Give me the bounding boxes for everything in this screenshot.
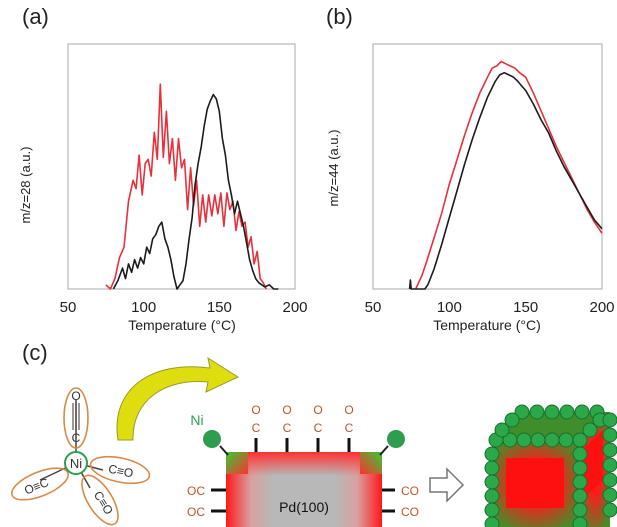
yellow-curved-arrow xyxy=(116,356,240,441)
ni-shell-atom xyxy=(544,404,560,420)
panel-c-label: (c) xyxy=(22,340,48,365)
panel-c-schematic: (c) O C O≡C C≡O C≡O Ni xyxy=(11,340,617,527)
cube-front-core xyxy=(506,458,564,508)
ni-shell-atom xyxy=(574,404,590,420)
ni-center-label: Ni xyxy=(70,456,82,471)
carbonyl-o-label: O xyxy=(71,389,80,403)
series-line-1 xyxy=(414,60,603,290)
x-tick-label-100: 100 xyxy=(131,299,156,316)
ni-corner-right xyxy=(360,452,382,474)
panel-b-chart: (b) m/z=44 (a.u.) 50 100 150 200 Temperatur… xyxy=(326,4,615,333)
carbonyl-c-label: C xyxy=(72,431,81,445)
ligand-ring-left xyxy=(11,467,69,501)
panel-b-ylabel: m/z=44 (a.u.) xyxy=(326,130,341,207)
ni-shell-atom xyxy=(494,422,510,438)
svg-text:O: O xyxy=(313,403,322,417)
ni-shell-atom xyxy=(516,432,532,448)
panel-a-series xyxy=(105,83,279,290)
ni-shell-atom xyxy=(559,404,575,420)
svg-text:C: C xyxy=(252,421,261,435)
side-co-left-1: OC xyxy=(187,484,205,498)
top-co-column-2: O C xyxy=(282,403,292,452)
ni-shell-atom xyxy=(484,502,500,518)
top-co-column-3: O C xyxy=(313,403,323,452)
svg-text:C: C xyxy=(345,421,354,435)
svg-text:C: C xyxy=(314,421,323,435)
x-tick-label-50: 50 xyxy=(60,299,77,316)
panel-b-xlabel: Temperature (°C) xyxy=(433,317,541,333)
ni-shell-atom xyxy=(558,432,574,448)
svg-text:O: O xyxy=(344,403,353,417)
panel-a-label: (a) xyxy=(22,4,49,29)
panel-b-frame xyxy=(372,43,603,290)
panel-b-series xyxy=(408,60,603,290)
panel-a-frame xyxy=(67,43,296,290)
pd-ni-cube xyxy=(484,404,617,527)
ni-shell-atom xyxy=(572,488,588,504)
ni-center-atom xyxy=(64,451,88,475)
ni-shell-atom xyxy=(504,412,520,428)
side-co-right-2: CO xyxy=(401,505,419,519)
ni-adatom-left xyxy=(203,430,221,448)
series-line-1 xyxy=(105,83,267,290)
ni-shell-atom xyxy=(530,432,546,448)
top-co-column-4: O C xyxy=(344,403,354,452)
series-line-2 xyxy=(112,93,279,290)
x-tick-label-200: 200 xyxy=(589,299,614,316)
ni-shell-atom xyxy=(484,488,500,504)
ni-shell-atom xyxy=(572,502,588,518)
ni-shell-atom xyxy=(484,474,500,490)
panel-a-ylabel: m/z=28 (a.u.) xyxy=(18,147,33,224)
ligand-ring-bottom xyxy=(81,474,119,526)
ni-shell-atom xyxy=(572,474,588,490)
svg-text:C: C xyxy=(283,421,292,435)
ni-adatom-right xyxy=(387,430,405,448)
side-co-right-1: CO xyxy=(401,484,419,498)
svg-text:O: O xyxy=(282,403,291,417)
ni-atom-label: Ni xyxy=(190,412,203,428)
x-tick-label-100: 100 xyxy=(437,299,462,316)
cube-side-core xyxy=(584,430,603,498)
ni-shell-atom xyxy=(514,404,530,420)
svg-text:O: O xyxy=(251,403,260,417)
ni-shell-atom xyxy=(572,446,588,462)
panel-a-chart: (a) m/z=28 (a.u.) 50 100 150 200 Temperatur… xyxy=(18,4,308,333)
outline-arrow-icon xyxy=(429,467,465,503)
top-co-column-1: O C xyxy=(251,403,261,452)
x-tick-label-200: 200 xyxy=(282,299,307,316)
pd-slab: Pd(100) Ni O C O C O C xyxy=(187,403,419,527)
side-co-left-2: OC xyxy=(187,505,205,519)
panel-b-label: (b) xyxy=(326,4,353,29)
panel-b-xticks: 50 100 150 200 xyxy=(365,299,615,316)
series-line-2 xyxy=(408,71,603,290)
ni-shell-atom xyxy=(544,432,560,448)
x-tick-label-150: 150 xyxy=(207,299,232,316)
ni-shell-atom xyxy=(602,487,617,503)
ni-shell-atom xyxy=(602,427,617,443)
x-tick-label-150: 150 xyxy=(513,299,538,316)
ligand-right-label: C≡O xyxy=(107,462,134,481)
ni-shell-atom xyxy=(484,516,500,527)
ligand-ring-top xyxy=(63,387,89,449)
ni-shell-atom xyxy=(572,516,588,527)
ni-shell-atom xyxy=(602,442,617,458)
ni-shell-atom xyxy=(572,460,588,476)
ni-shell-atom xyxy=(602,472,617,488)
ni-shell-atom xyxy=(602,412,617,428)
panel-a-xlabel: Temperature (°C) xyxy=(128,317,236,333)
cube-ni-atoms xyxy=(484,404,617,527)
ligand-ring-right xyxy=(89,455,151,485)
ni-corner-left xyxy=(226,452,248,474)
x-tick-label-50: 50 xyxy=(365,299,382,316)
ni-shell-atom xyxy=(484,446,500,462)
ni-shell-atom xyxy=(529,404,545,420)
pd-surface-label: Pd(100) xyxy=(279,499,329,515)
ni-shell-atom xyxy=(602,457,617,473)
ni-shell-atom xyxy=(484,460,500,476)
panel-a-xticks: 50 100 150 200 xyxy=(60,299,308,316)
ni-shell-atom xyxy=(582,422,598,438)
ni-shell-atom xyxy=(602,502,617,518)
